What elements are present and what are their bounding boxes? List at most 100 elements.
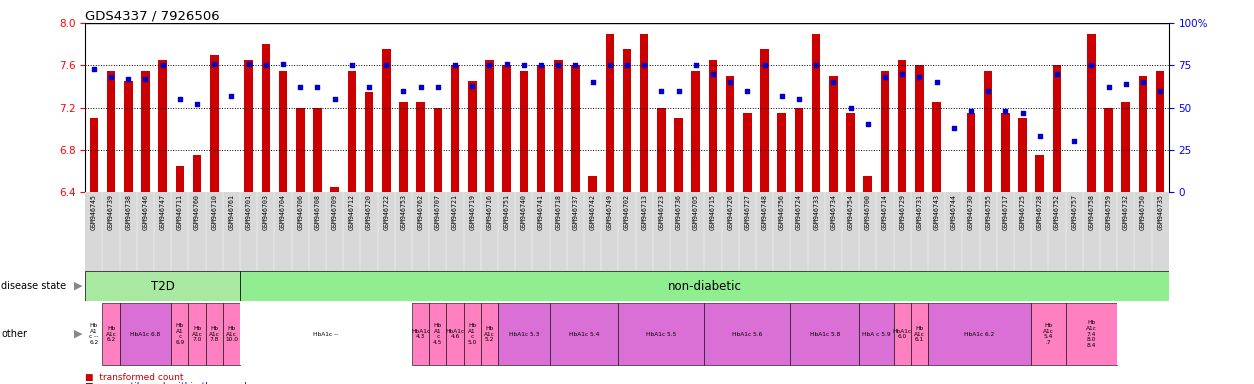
Point <box>204 61 224 67</box>
FancyBboxPatch shape <box>446 303 464 366</box>
Bar <box>1087 33 1096 192</box>
Point <box>909 74 929 80</box>
Point <box>102 74 122 80</box>
FancyBboxPatch shape <box>206 303 223 366</box>
FancyBboxPatch shape <box>413 303 429 366</box>
Text: GSM946748: GSM946748 <box>761 194 767 230</box>
Text: GSM946759: GSM946759 <box>1106 194 1111 230</box>
Text: HbA1c
4.6: HbA1c 4.6 <box>445 329 464 339</box>
Point <box>651 88 671 94</box>
Point <box>566 62 586 68</box>
Text: GSM946739: GSM946739 <box>108 194 114 230</box>
Text: Hb
A1
c
4.5: Hb A1 c 4.5 <box>433 323 443 345</box>
Bar <box>296 108 305 192</box>
Text: Hb
A1c
6.1: Hb A1c 6.1 <box>914 326 924 343</box>
Point <box>875 74 895 80</box>
FancyBboxPatch shape <box>1066 303 1117 366</box>
Bar <box>984 71 992 192</box>
FancyBboxPatch shape <box>223 303 240 366</box>
Point <box>1132 79 1152 85</box>
Point <box>273 61 293 67</box>
Text: GSM946729: GSM946729 <box>899 194 905 230</box>
FancyBboxPatch shape <box>240 303 413 366</box>
Point <box>548 62 568 68</box>
Bar <box>949 192 958 213</box>
Point <box>530 62 551 68</box>
Text: HbA1c
4.3: HbA1c 4.3 <box>411 329 430 339</box>
FancyBboxPatch shape <box>464 303 480 366</box>
Text: HbA1c 6.2: HbA1c 6.2 <box>964 331 994 337</box>
Point <box>84 66 104 72</box>
Bar <box>1121 102 1130 192</box>
Point <box>325 96 345 102</box>
Bar <box>142 71 149 192</box>
Point <box>342 62 362 68</box>
Text: HbA1c
6.0: HbA1c 6.0 <box>893 329 912 339</box>
Bar <box>1001 113 1009 192</box>
Text: GSM946742: GSM946742 <box>589 194 596 230</box>
Text: GSM946730: GSM946730 <box>968 194 974 230</box>
Text: HbA1c 5.5: HbA1c 5.5 <box>646 331 677 337</box>
Text: Hb
A1c
7.4
8.0
8.4: Hb A1c 7.4 8.0 8.4 <box>1086 320 1097 348</box>
Point <box>463 83 483 89</box>
Point <box>256 62 276 68</box>
Text: GSM946738: GSM946738 <box>125 194 132 230</box>
Bar <box>726 76 735 192</box>
Point <box>187 101 207 107</box>
Point <box>720 79 740 85</box>
Text: HbA1c 5.4: HbA1c 5.4 <box>569 331 599 337</box>
Bar <box>691 71 700 192</box>
FancyBboxPatch shape <box>103 303 119 366</box>
Bar <box>262 44 270 192</box>
Bar <box>1052 65 1061 192</box>
FancyBboxPatch shape <box>172 303 188 366</box>
Text: HbA1c 5.3: HbA1c 5.3 <box>509 331 539 337</box>
Point <box>824 79 844 85</box>
Point <box>771 93 791 99</box>
Text: GSM946714: GSM946714 <box>882 194 888 230</box>
Point <box>118 76 138 82</box>
Text: GSM946740: GSM946740 <box>520 194 527 230</box>
Bar <box>795 108 804 192</box>
Text: GSM946720: GSM946720 <box>366 194 372 230</box>
Text: GDS4337 / 7926506: GDS4337 / 7926506 <box>85 10 219 23</box>
Text: ■  transformed count: ■ transformed count <box>85 373 184 382</box>
Bar <box>777 113 786 192</box>
Text: GSM946756: GSM946756 <box>779 194 785 230</box>
Bar <box>744 113 751 192</box>
Text: GSM946703: GSM946703 <box>263 194 268 230</box>
FancyBboxPatch shape <box>85 303 103 366</box>
Text: GSM946708: GSM946708 <box>315 194 321 230</box>
Bar <box>898 60 907 192</box>
Point <box>635 62 655 68</box>
Bar <box>588 176 597 192</box>
Text: GSM946715: GSM946715 <box>710 194 716 230</box>
Text: HbA1c 6.8: HbA1c 6.8 <box>130 331 161 337</box>
Point <box>686 62 706 68</box>
Text: GSM946736: GSM946736 <box>676 194 682 230</box>
FancyBboxPatch shape <box>188 303 206 366</box>
FancyBboxPatch shape <box>705 303 790 366</box>
Text: GSM946727: GSM946727 <box>745 194 750 230</box>
Text: T2D: T2D <box>150 280 174 293</box>
Bar <box>537 65 545 192</box>
Text: HbA1c --: HbA1c -- <box>314 331 339 337</box>
Bar <box>675 118 683 192</box>
Text: GSM946705: GSM946705 <box>692 194 698 230</box>
Point <box>961 108 981 114</box>
Text: GSM946760: GSM946760 <box>194 194 201 230</box>
Text: Hb
A1c
7.8: Hb A1c 7.8 <box>209 326 219 343</box>
Bar <box>1105 108 1112 192</box>
Text: GSM946709: GSM946709 <box>331 194 337 230</box>
Bar <box>1156 71 1165 192</box>
Point <box>1150 88 1170 94</box>
Point <box>1065 138 1085 144</box>
Text: GSM946752: GSM946752 <box>1053 194 1060 230</box>
Text: GSM946753: GSM946753 <box>400 194 406 230</box>
Text: GSM946754: GSM946754 <box>848 194 854 230</box>
Bar <box>193 155 202 192</box>
Text: HbA1c 5.8: HbA1c 5.8 <box>810 331 840 337</box>
Text: GSM946721: GSM946721 <box>451 194 458 230</box>
Point <box>996 108 1016 114</box>
Point <box>359 84 379 90</box>
